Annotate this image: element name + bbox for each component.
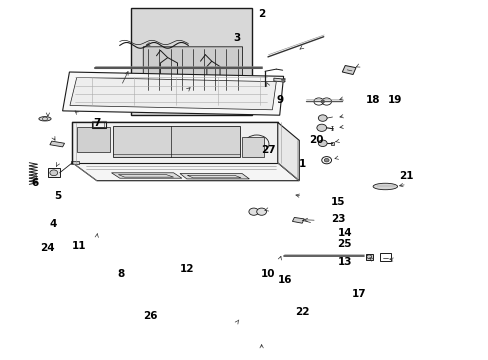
Text: 6: 6 — [32, 178, 39, 188]
Polygon shape — [111, 173, 182, 178]
Text: 11: 11 — [72, 240, 86, 251]
Circle shape — [248, 208, 258, 215]
Text: 25: 25 — [337, 239, 351, 249]
Text: 26: 26 — [143, 311, 158, 321]
Text: 19: 19 — [387, 95, 402, 105]
Ellipse shape — [372, 183, 397, 190]
Bar — [92, 121, 105, 128]
Circle shape — [320, 100, 324, 103]
Circle shape — [50, 170, 58, 176]
Polygon shape — [72, 122, 277, 163]
Text: 23: 23 — [330, 214, 345, 224]
Polygon shape — [180, 174, 249, 179]
Polygon shape — [113, 126, 239, 157]
Text: 18: 18 — [365, 95, 379, 105]
Polygon shape — [277, 122, 299, 181]
Polygon shape — [273, 78, 285, 82]
Polygon shape — [330, 142, 334, 145]
Text: 4: 4 — [49, 219, 57, 229]
Text: 20: 20 — [309, 135, 324, 145]
Polygon shape — [292, 217, 304, 223]
Text: 1: 1 — [298, 159, 305, 169]
Polygon shape — [242, 137, 264, 157]
Text: 10: 10 — [260, 269, 275, 279]
Text: 2: 2 — [258, 9, 264, 19]
Text: 14: 14 — [337, 228, 351, 238]
Circle shape — [318, 140, 326, 147]
Text: 15: 15 — [330, 197, 345, 207]
Text: 12: 12 — [179, 264, 194, 274]
Ellipse shape — [39, 117, 51, 121]
Polygon shape — [365, 254, 372, 260]
Text: 21: 21 — [399, 171, 413, 181]
Polygon shape — [143, 47, 242, 97]
Circle shape — [324, 158, 328, 162]
Text: 22: 22 — [294, 307, 309, 318]
Text: 5: 5 — [54, 191, 61, 201]
Text: 8: 8 — [118, 269, 124, 279]
Text: 7: 7 — [93, 118, 101, 128]
Polygon shape — [62, 72, 283, 115]
Bar — [131, 8, 252, 115]
Text: 17: 17 — [351, 289, 366, 300]
Bar — [93, 122, 104, 127]
Polygon shape — [71, 161, 79, 164]
Text: 27: 27 — [260, 145, 275, 156]
Text: 9: 9 — [276, 95, 283, 105]
Circle shape — [318, 115, 326, 121]
Polygon shape — [342, 66, 355, 75]
Circle shape — [256, 208, 266, 215]
Text: 24: 24 — [41, 243, 55, 253]
Text: 13: 13 — [337, 257, 351, 267]
Polygon shape — [48, 168, 60, 177]
Polygon shape — [50, 141, 64, 147]
Polygon shape — [72, 163, 299, 181]
Polygon shape — [70, 77, 276, 110]
Polygon shape — [77, 127, 110, 152]
Circle shape — [316, 124, 326, 131]
Text: 16: 16 — [277, 275, 291, 285]
Text: 3: 3 — [233, 33, 240, 43]
